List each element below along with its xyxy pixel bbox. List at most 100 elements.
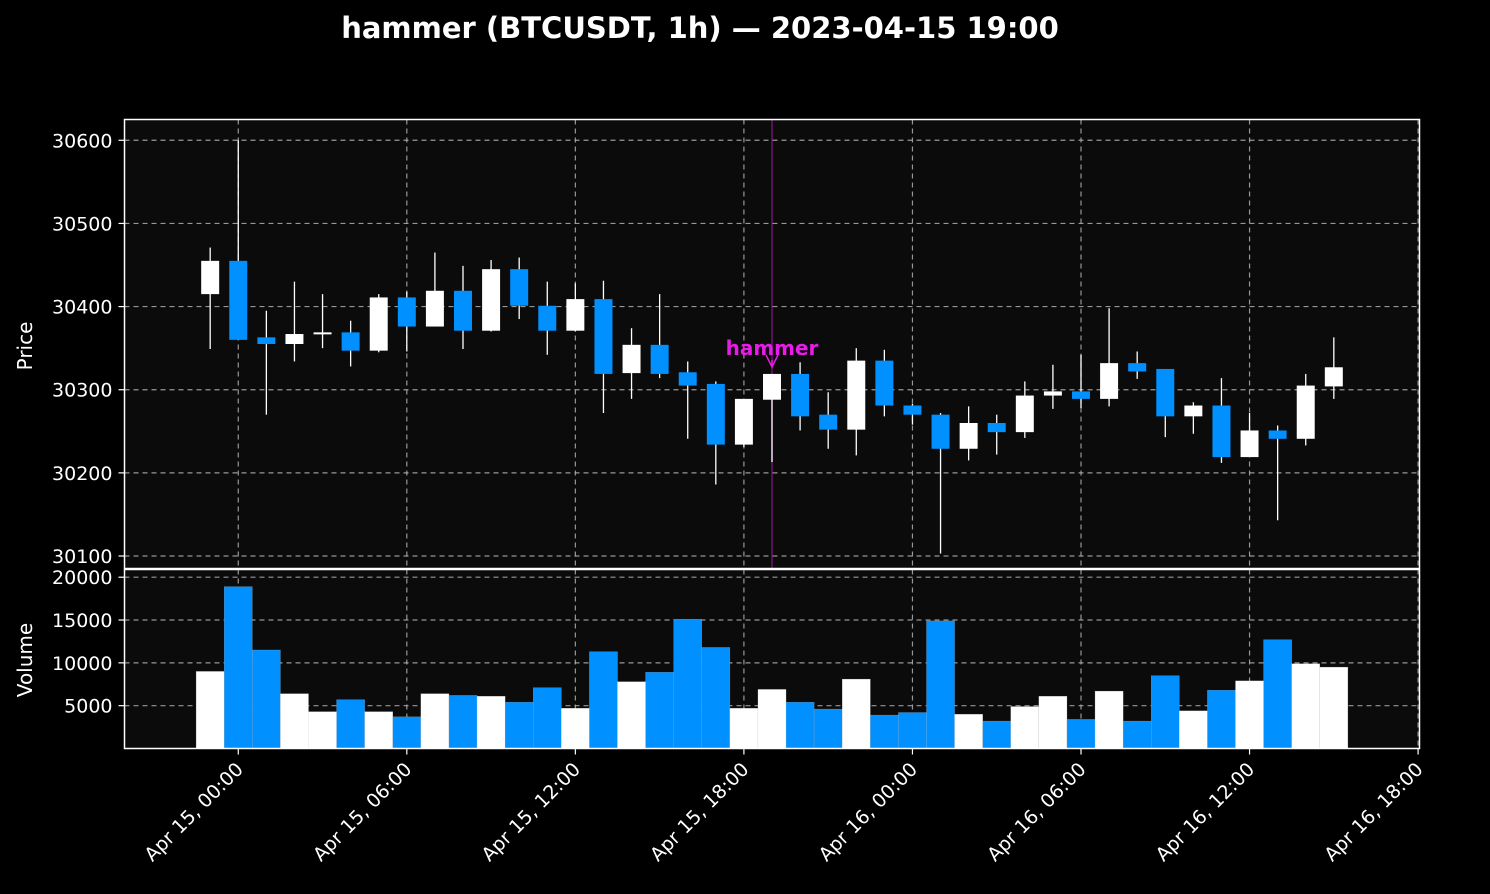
candle-body [622, 344, 641, 374]
volume-bar [224, 586, 253, 749]
candle-body [454, 290, 472, 331]
volume-bar [785, 702, 815, 749]
volume-bar [336, 699, 365, 749]
volume-bar [504, 702, 534, 749]
price-tick-label: 30100 [52, 546, 112, 568]
price-tick-label: 30400 [52, 297, 112, 319]
volume-bar [701, 647, 731, 749]
volume-bar [982, 720, 1011, 749]
candle-body [285, 334, 304, 344]
volume-bar [420, 693, 450, 749]
volume-bar [926, 620, 955, 749]
candle-body [903, 405, 922, 415]
candle-body [791, 373, 810, 417]
volume-bar [645, 672, 674, 749]
candle-body [1212, 405, 1231, 458]
candle-body [1128, 363, 1147, 372]
price-tick-label: 30200 [52, 463, 112, 485]
volume-bar [392, 716, 422, 749]
volume-bar [757, 689, 787, 749]
volume-bar [1291, 663, 1320, 749]
candle-body [313, 332, 332, 335]
volume-bar [842, 678, 871, 749]
volume-bar [448, 695, 478, 749]
volume-bars [195, 586, 1349, 749]
volume-bar [1066, 719, 1096, 749]
candle-body [706, 383, 725, 445]
annotation: hammer [726, 336, 819, 369]
candles [201, 140, 1343, 554]
candle-body [650, 344, 669, 374]
candle-body [1015, 395, 1034, 433]
candle-body [1184, 405, 1203, 417]
volume-tick-label: 5000 [64, 696, 112, 718]
candle-body [510, 269, 529, 306]
candle-body [397, 297, 416, 327]
candle-body [847, 360, 866, 430]
volume-bar [308, 711, 337, 749]
candle-body [959, 422, 978, 449]
price-panel-frame [123, 118, 1421, 570]
candle-body [1240, 430, 1259, 458]
volume-bar [1235, 680, 1264, 749]
volume-bar [1207, 690, 1236, 749]
volume-tick-label: 20000 [52, 567, 112, 589]
candle-body [482, 269, 501, 331]
candle-body [875, 360, 894, 406]
candle-body [734, 398, 753, 445]
volume-bar [870, 714, 899, 749]
volume-bar [673, 618, 702, 749]
volume-bar [1319, 666, 1349, 749]
grid-lines [124, 119, 1420, 749]
candle-body [425, 290, 444, 327]
volume-axis-label: Volume [13, 623, 37, 697]
volume-bar [476, 696, 506, 749]
candle-body [1156, 368, 1175, 417]
price-tick-label: 30500 [52, 213, 112, 235]
candle-body [763, 373, 781, 400]
volume-bar [954, 714, 983, 749]
candle-body [1324, 367, 1343, 387]
volume-bar [252, 649, 281, 749]
volume-bar [1263, 639, 1292, 749]
candle-body [931, 414, 950, 449]
candle-body [341, 332, 360, 351]
volume-bar [195, 671, 225, 749]
candle-body [201, 260, 220, 295]
volume-tick-label: 10000 [52, 653, 112, 675]
volume-bar [813, 708, 843, 749]
candle-body [1072, 391, 1090, 399]
volume-bar [561, 708, 590, 749]
price-tick-label: 30300 [52, 380, 112, 402]
candle-body [369, 297, 388, 351]
volume-bar [589, 651, 618, 749]
volume-bar [898, 712, 927, 749]
volume-bar [1179, 710, 1208, 749]
candle-body [229, 260, 248, 340]
volume-bar [1010, 706, 1040, 749]
candle-body [1268, 430, 1287, 439]
volume-panel-frame [123, 568, 1421, 750]
price-axis-label: Price [13, 322, 37, 371]
volume-bar [280, 693, 309, 749]
candle-body [1100, 363, 1119, 399]
candle-body [819, 414, 838, 430]
candle-body [566, 299, 585, 331]
chart-title: hammer (BTCUSDT, 1h) — 2023-04-15 19:00 [341, 11, 1059, 45]
candle-body [987, 422, 1006, 433]
volume-bar [1038, 696, 1068, 749]
volume-bar [533, 687, 562, 749]
candle-body [538, 305, 557, 331]
volume-bar [1122, 720, 1152, 749]
candle-body [1296, 385, 1315, 439]
price-panel-background [124, 119, 1420, 569]
candle-body [257, 337, 276, 344]
volume-bar [364, 711, 393, 749]
annotation-label: hammer [726, 336, 819, 360]
volume-bar [1151, 675, 1180, 749]
volume-bar [617, 681, 646, 749]
candle-body [594, 299, 613, 374]
candle-body [678, 372, 697, 386]
volume-bar [1094, 690, 1124, 749]
